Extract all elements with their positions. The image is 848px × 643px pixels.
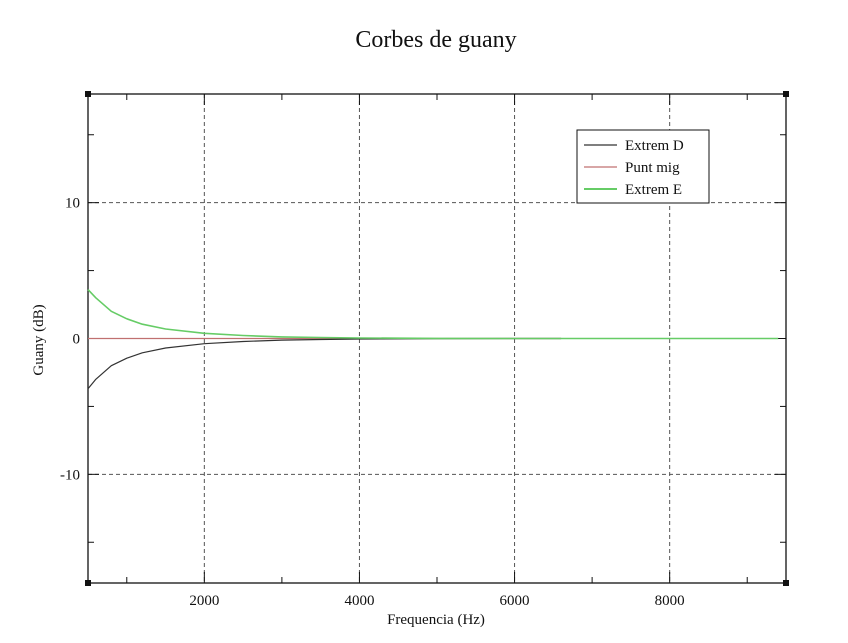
x-tick-label: 8000 (655, 593, 685, 609)
chart-title: Corbes de guany (355, 27, 516, 53)
legend-label: Punt mig (625, 160, 680, 176)
corner-marker (783, 91, 789, 97)
axis-ticks: 2000 4000 6000 8000 -10 0 10 (60, 94, 786, 609)
series-line-extrem-d (87, 337, 562, 390)
legend-label: Extrem E (625, 182, 682, 198)
x-tick-label: 4000 (344, 593, 374, 609)
y-tick-label: -10 (60, 467, 80, 483)
corner-marker (783, 580, 789, 586)
series-lines (87, 289, 779, 390)
corner-marker (85, 91, 91, 97)
y-tick-label: 0 (73, 332, 81, 348)
legend-label: Extrem D (625, 138, 684, 154)
series-line-extrem-e (87, 289, 779, 340)
x-axis-label: Frequencia (Hz) (387, 612, 485, 628)
x-tick-label: 2000 (189, 593, 219, 609)
legend: Extrem D Punt mig Extrem E (576, 129, 710, 204)
corner-marker (85, 580, 91, 586)
x-tick-label: 6000 (500, 593, 530, 609)
y-axis-label: Guany (dB) (31, 304, 47, 375)
y-tick-label: 10 (65, 196, 80, 212)
